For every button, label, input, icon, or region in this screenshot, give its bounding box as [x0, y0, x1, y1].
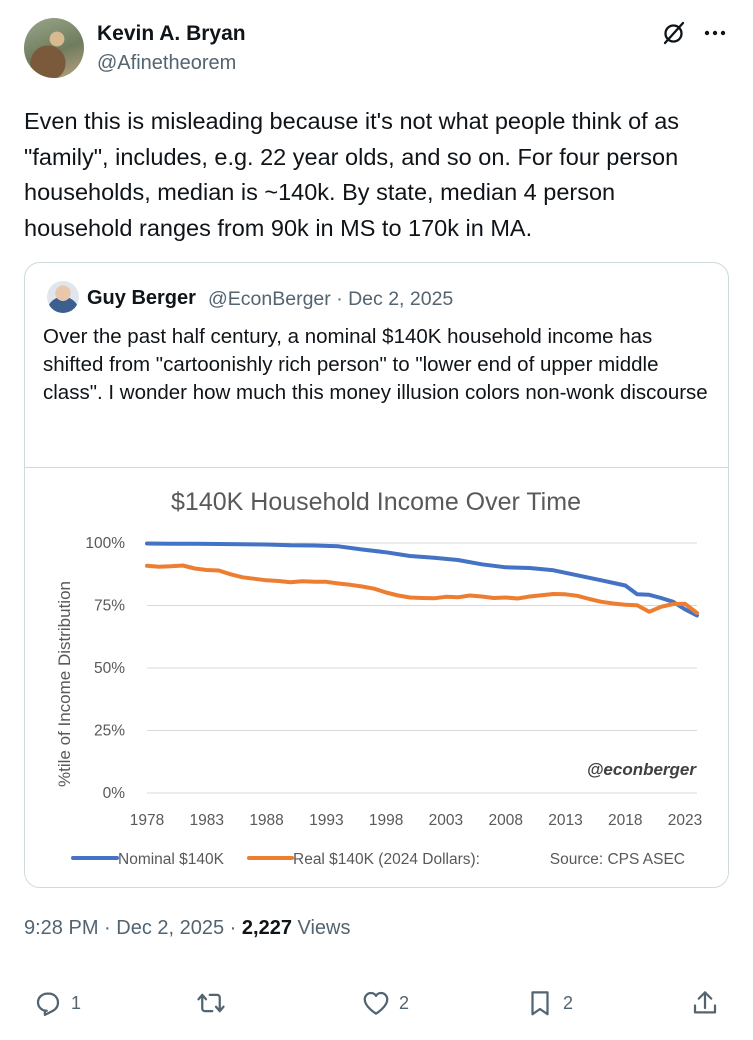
series-line-real — [145, 563, 699, 615]
x-tick-label: 1998 — [369, 812, 403, 829]
y-tick-label: 75% — [94, 598, 125, 615]
action-bar: 1 2 2 — [0, 980, 753, 1026]
series-line-nominal — [145, 541, 699, 618]
author-handle[interactable]: @Afinetheorem — [97, 52, 237, 74]
author-avatar[interactable] — [24, 18, 84, 78]
share-button[interactable] — [690, 980, 720, 1026]
quote-divider — [25, 467, 728, 468]
reply-icon — [36, 992, 60, 1016]
chart-title: $140K Household Income Over Time — [171, 488, 581, 516]
quoted-author-avatar[interactable] — [47, 281, 79, 313]
quoted-tweet-text: Over the past half century, a nominal $1… — [43, 325, 708, 404]
heart-icon — [363, 991, 389, 1015]
reply-button[interactable]: 1 — [33, 980, 81, 1026]
x-tick-label: 2003 — [429, 812, 463, 829]
bookmark-icon — [531, 991, 549, 1016]
quoted-tweet-card[interactable]: Guy Berger @EconBerger · Dec 2, 2025 Ove… — [24, 262, 729, 888]
more-icon[interactable] — [703, 20, 727, 46]
author-name[interactable]: Kevin A. Bryan — [97, 22, 246, 45]
quoted-author-name[interactable]: Guy Berger — [87, 287, 196, 309]
chart-image[interactable]: $140K Household Income Over Time %tile o… — [25, 468, 728, 887]
y-tick-label: 25% — [94, 723, 125, 740]
repost-button[interactable] — [196, 980, 226, 1026]
chart-ylabel: %tile of Income Distribution — [55, 581, 74, 787]
x-tick-label: 2023 — [668, 812, 702, 829]
chart-watermark: @econberger — [587, 760, 698, 779]
y-tick-label: 100% — [85, 535, 125, 552]
income-chart: $140K Household Income Over Time %tile o… — [55, 488, 702, 868]
x-tick-label: 1978 — [130, 812, 164, 829]
x-tick-label: 1983 — [190, 812, 224, 829]
bookmark-button[interactable]: 2 — [525, 980, 573, 1026]
timestamp-text[interactable]: 9:28 PM · Dec 2, 2025 · — [24, 917, 242, 939]
x-tick-label: 1993 — [309, 812, 343, 829]
tweet-text: Even this is misleading because it's not… — [24, 108, 680, 241]
bookmark-count: 2 — [563, 992, 574, 1013]
legend-label-nominal: Nominal $140K — [118, 851, 225, 868]
grok-icon[interactable] — [661, 20, 687, 46]
views-label: Views — [291, 917, 351, 939]
x-tick-label: 2018 — [608, 812, 642, 829]
views-count: 2,227 — [241, 917, 292, 939]
y-tick-label: 0% — [103, 785, 126, 802]
reply-count: 1 — [71, 992, 82, 1013]
x-tick-label: 2013 — [548, 812, 582, 829]
x-tick-label: 1988 — [249, 812, 283, 829]
legend-label-real: Real $140K (2024 Dollars): — [293, 851, 480, 868]
share-icon — [693, 991, 717, 1014]
chart-source: Source: CPS ASEC — [550, 851, 685, 868]
like-count: 2 — [399, 992, 410, 1013]
quoted-author-meta[interactable]: @EconBerger · Dec 2, 2025 — [208, 288, 454, 310]
y-tick-label: 50% — [94, 660, 125, 677]
like-button[interactable]: 2 — [361, 980, 409, 1026]
tweet-timestamp[interactable]: 9:28 PM · Dec 2, 2025 · 2,227 Views — [24, 917, 351, 940]
repost-icon — [197, 993, 225, 1013]
x-tick-label: 2008 — [488, 812, 522, 829]
